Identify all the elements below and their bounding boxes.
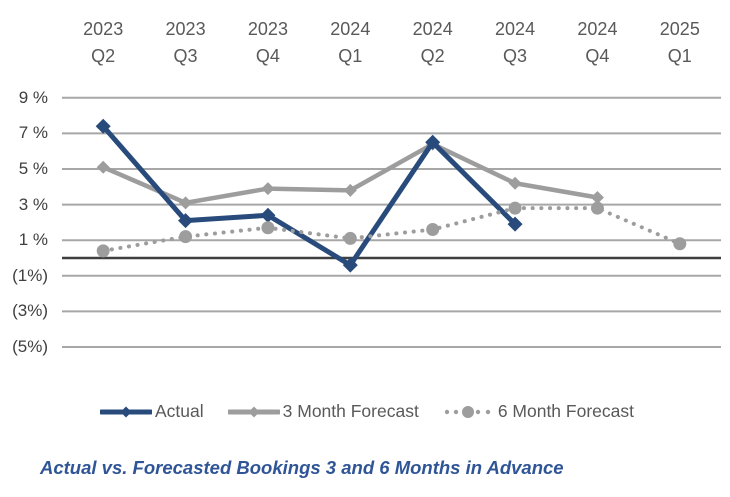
data-point-marker xyxy=(260,207,276,223)
data-point-marker xyxy=(425,134,441,150)
y-tick-label: 1 % xyxy=(18,230,48,250)
actual-line-diamond-icon xyxy=(100,403,152,421)
forecast3-line-diamond-icon xyxy=(227,403,280,421)
data-point-marker xyxy=(95,118,111,134)
chart-title: Actual vs. Forecasted Bookings 3 and 6 M… xyxy=(40,457,564,478)
y-tick-label: 5 % xyxy=(18,159,48,178)
y-tick-label: 9 % xyxy=(18,87,48,107)
data-point-marker xyxy=(673,237,687,251)
data-point-marker xyxy=(96,160,110,174)
legend-item-3-month-forecast: 3 Month Forecast xyxy=(227,401,419,422)
data-point-marker xyxy=(261,182,275,196)
legend-item-6-month-forecast: 6 Month Forecast xyxy=(443,401,634,422)
series-actual xyxy=(95,118,523,273)
data-point-marker xyxy=(178,213,194,229)
y-tick-label: (3%) xyxy=(12,301,48,321)
legend-label-3-month-forecast: 3 Month Forecast xyxy=(282,401,419,421)
forecast6-dotted-line-icon xyxy=(443,403,495,421)
x-label: 2023 Q4 xyxy=(247,19,288,66)
data-point-marker xyxy=(261,221,275,235)
data-point-marker xyxy=(96,244,110,258)
data-point-marker xyxy=(342,257,358,273)
x-label: 2025 Q1 xyxy=(659,19,700,66)
legend: Actual 3 Month Forecast 6 Month Forecast xyxy=(100,401,634,422)
series-line-actual xyxy=(101,124,517,268)
x-label: 2024 Q2 xyxy=(412,19,453,66)
data-point-marker xyxy=(590,201,604,215)
y-tick-label: 3 % xyxy=(18,194,48,214)
y-tick-label: (1%) xyxy=(12,265,48,285)
legend-label-actual: Actual xyxy=(155,401,204,421)
data-point-marker xyxy=(508,201,522,215)
data-point-marker xyxy=(343,183,357,197)
data-point-marker xyxy=(179,196,193,210)
data-point-marker xyxy=(343,231,357,245)
data-point-marker xyxy=(507,216,523,232)
x-label: 2023 Q2 xyxy=(83,19,124,66)
legend-item-actual: Actual xyxy=(100,401,204,422)
series-3-month-forecast xyxy=(96,137,604,210)
data-point-marker xyxy=(590,190,604,204)
series-line-6-month-forecast xyxy=(101,206,682,253)
series-6-month-forecast xyxy=(96,201,687,258)
legend-label-6-month-forecast: 6 Month Forecast xyxy=(497,401,634,421)
y-tick-label: 7 % xyxy=(18,123,48,143)
data-point-marker xyxy=(426,223,440,237)
y-tick-label: (5%) xyxy=(12,337,48,356)
x-label: 2024 Q4 xyxy=(577,19,618,66)
x-label: 2024 Q1 xyxy=(330,19,371,66)
x-label: 2023 Q3 xyxy=(165,19,206,66)
data-point-marker xyxy=(179,230,193,244)
x-label: 2024 Q3 xyxy=(495,19,536,66)
data-point-marker xyxy=(508,176,522,190)
